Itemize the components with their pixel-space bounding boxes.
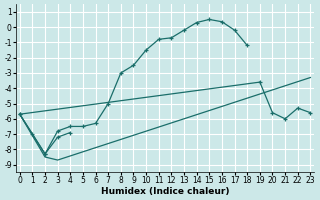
X-axis label: Humidex (Indice chaleur): Humidex (Indice chaleur): [101, 187, 229, 196]
